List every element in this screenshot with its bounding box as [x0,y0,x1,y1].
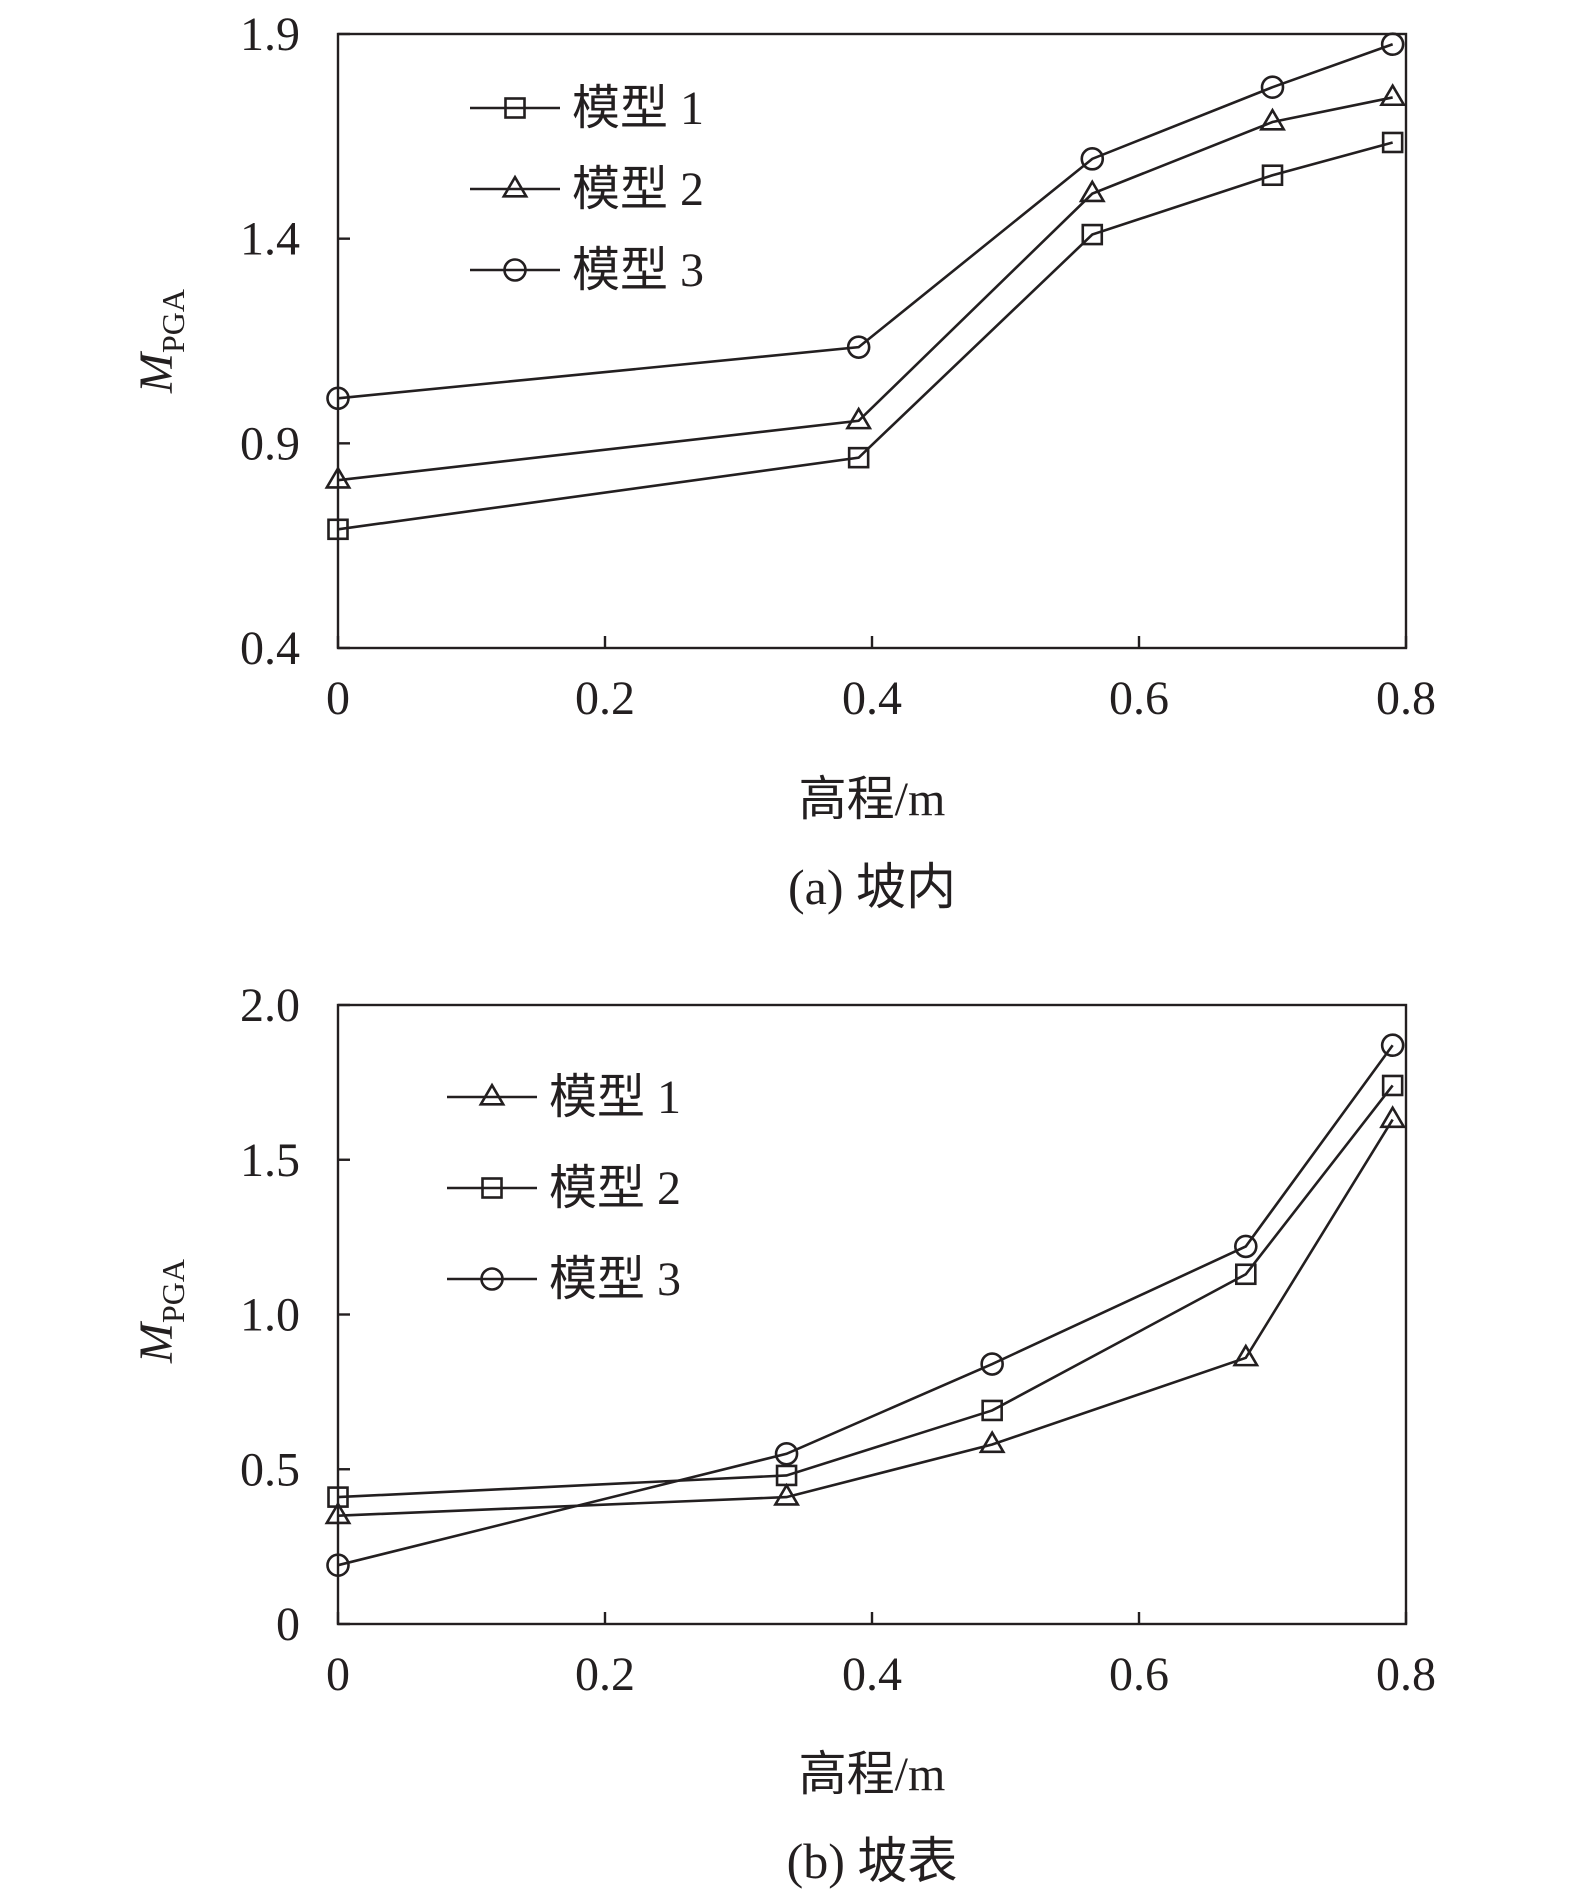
x-tick-label: 0 [326,672,350,725]
x-tick-label: 0.8 [1376,672,1436,725]
data-point-triangle [1232,1343,1260,1367]
data-point-square [1261,164,1284,187]
legend-label: 模型 1 [572,82,704,135]
data-point-square [775,1464,798,1487]
data-point-triangle [1379,83,1407,107]
data-point-square [1381,1074,1404,1097]
x-tick-label: 0.4 [842,1648,902,1701]
y-tick-label: 0.9 [240,417,300,470]
y-tick-labels: 0 0.5 1.0 1.5 2.0 [240,979,300,1651]
y-tick-label: 1.5 [240,1134,300,1187]
y-axis-label: MPGA [130,289,191,394]
x-tick-labels: 0 0.2 0.4 0.6 0.8 [326,1648,1436,1701]
legend-marker-circle [503,258,527,282]
series-group [324,32,1407,541]
x-tick-label: 0 [326,1648,350,1701]
legend-label: 模型 1 [549,1071,681,1124]
data-point-circle [846,335,871,359]
series-line-2 [337,1084,1394,1499]
legend-marker-triangle [501,174,529,198]
y-tick-label: 0.5 [240,1443,300,1496]
legend-label: 模型 3 [572,244,704,297]
tick-marks [336,1003,1408,1626]
series-line-2 [337,96,1393,482]
legend-label: 模型 2 [549,1162,681,1215]
data-point-circle [774,1441,799,1466]
x-tick-label: 0.2 [575,672,635,725]
data-point-circle [980,1352,1004,1376]
legend-marker-triangle [478,1082,506,1106]
y-axis-label-sub: PGA [155,1259,191,1323]
y-tick-label: 0 [276,1598,300,1651]
data-point-square [1381,131,1404,154]
series-line-3 [337,1044,1394,1567]
data-point-triangle [1259,107,1286,131]
data-point-square [847,446,870,469]
data-point-triangle [324,1501,352,1525]
data-point-square [1081,223,1104,246]
legend: 模型 1 模型 2 模型 3 [470,82,704,297]
series-group [324,1033,1407,1577]
data-point-circle [1234,1234,1258,1259]
data-point-circle [326,386,350,411]
y-axis-label-main: M [130,1320,183,1364]
series-line-1 [337,141,1393,531]
legend: 模型 1 模型 2 模型 3 [447,1071,681,1306]
data-point-triangle [1078,179,1106,203]
y-axis-label-main: M [130,350,183,394]
data-point-triangle [324,465,352,489]
y-tick-label: 1.9 [240,8,300,61]
data-point-triangle [978,1430,1006,1454]
data-point-square [1235,1263,1257,1286]
legend-marker-circle [480,1267,504,1291]
panel-b: 0 0.2 0.4 0.6 0.8 0 0.5 1.0 1.5 2.0 模型 1 模型 2 模型 3… [130,979,1436,1889]
x-tick-label: 0.2 [575,1648,635,1701]
x-axis-label: 高程/m [799,773,946,826]
x-tick-label: 0.6 [1109,1648,1169,1701]
data-point-circle [1260,75,1285,100]
legend-marker-square [481,1177,503,1199]
x-tick-label: 0.8 [1376,1648,1436,1701]
y-tick-label: 0.4 [240,622,300,675]
caption: (a) 坡内 [788,859,956,915]
x-tick-label: 0.6 [1109,672,1169,725]
y-tick-label: 2.0 [240,979,300,1032]
x-axis-label: 高程/m [799,1748,946,1801]
plot-frame [336,32,1408,650]
data-point-circle [1380,1033,1405,1058]
panel-a: 0 0.2 0.4 0.6 0.8 0.40.91.41.9 模型 1模型 2模型 3 … [130,8,1436,915]
data-point-circle [326,1553,350,1577]
y-tick-label: 1.0 [240,1289,300,1342]
legend-label: 模型 2 [572,163,704,216]
series-line-3 [337,43,1394,400]
y-axis-label-sub: PGA [155,289,191,353]
data-point-square [327,518,349,541]
legend-label: 模型 3 [549,1253,681,1306]
caption: (b) 坡表 [787,1833,958,1889]
data-point-circle [1380,32,1405,57]
y-tick-labels: 0.4 0.9 1.4 1.9 [240,8,300,675]
series-line-1 [337,1118,1394,1517]
data-point-triangle [845,406,873,430]
data-point-square [981,1399,1003,1422]
data-point-triangle [773,1482,801,1506]
x-tick-label: 0.4 [842,672,902,725]
legend-marker-square [504,97,526,119]
y-axis-label: MPGA [130,1259,191,1364]
data-point-circle [1080,147,1105,171]
tick-marks [336,32,1408,650]
x-tick-labels: 0 0.2 0.4 0.6 0.8 [326,672,1436,725]
y-tick-label: 1.4 [240,213,300,266]
data-point-triangle [1379,1105,1407,1129]
data-point-square [327,1486,349,1508]
